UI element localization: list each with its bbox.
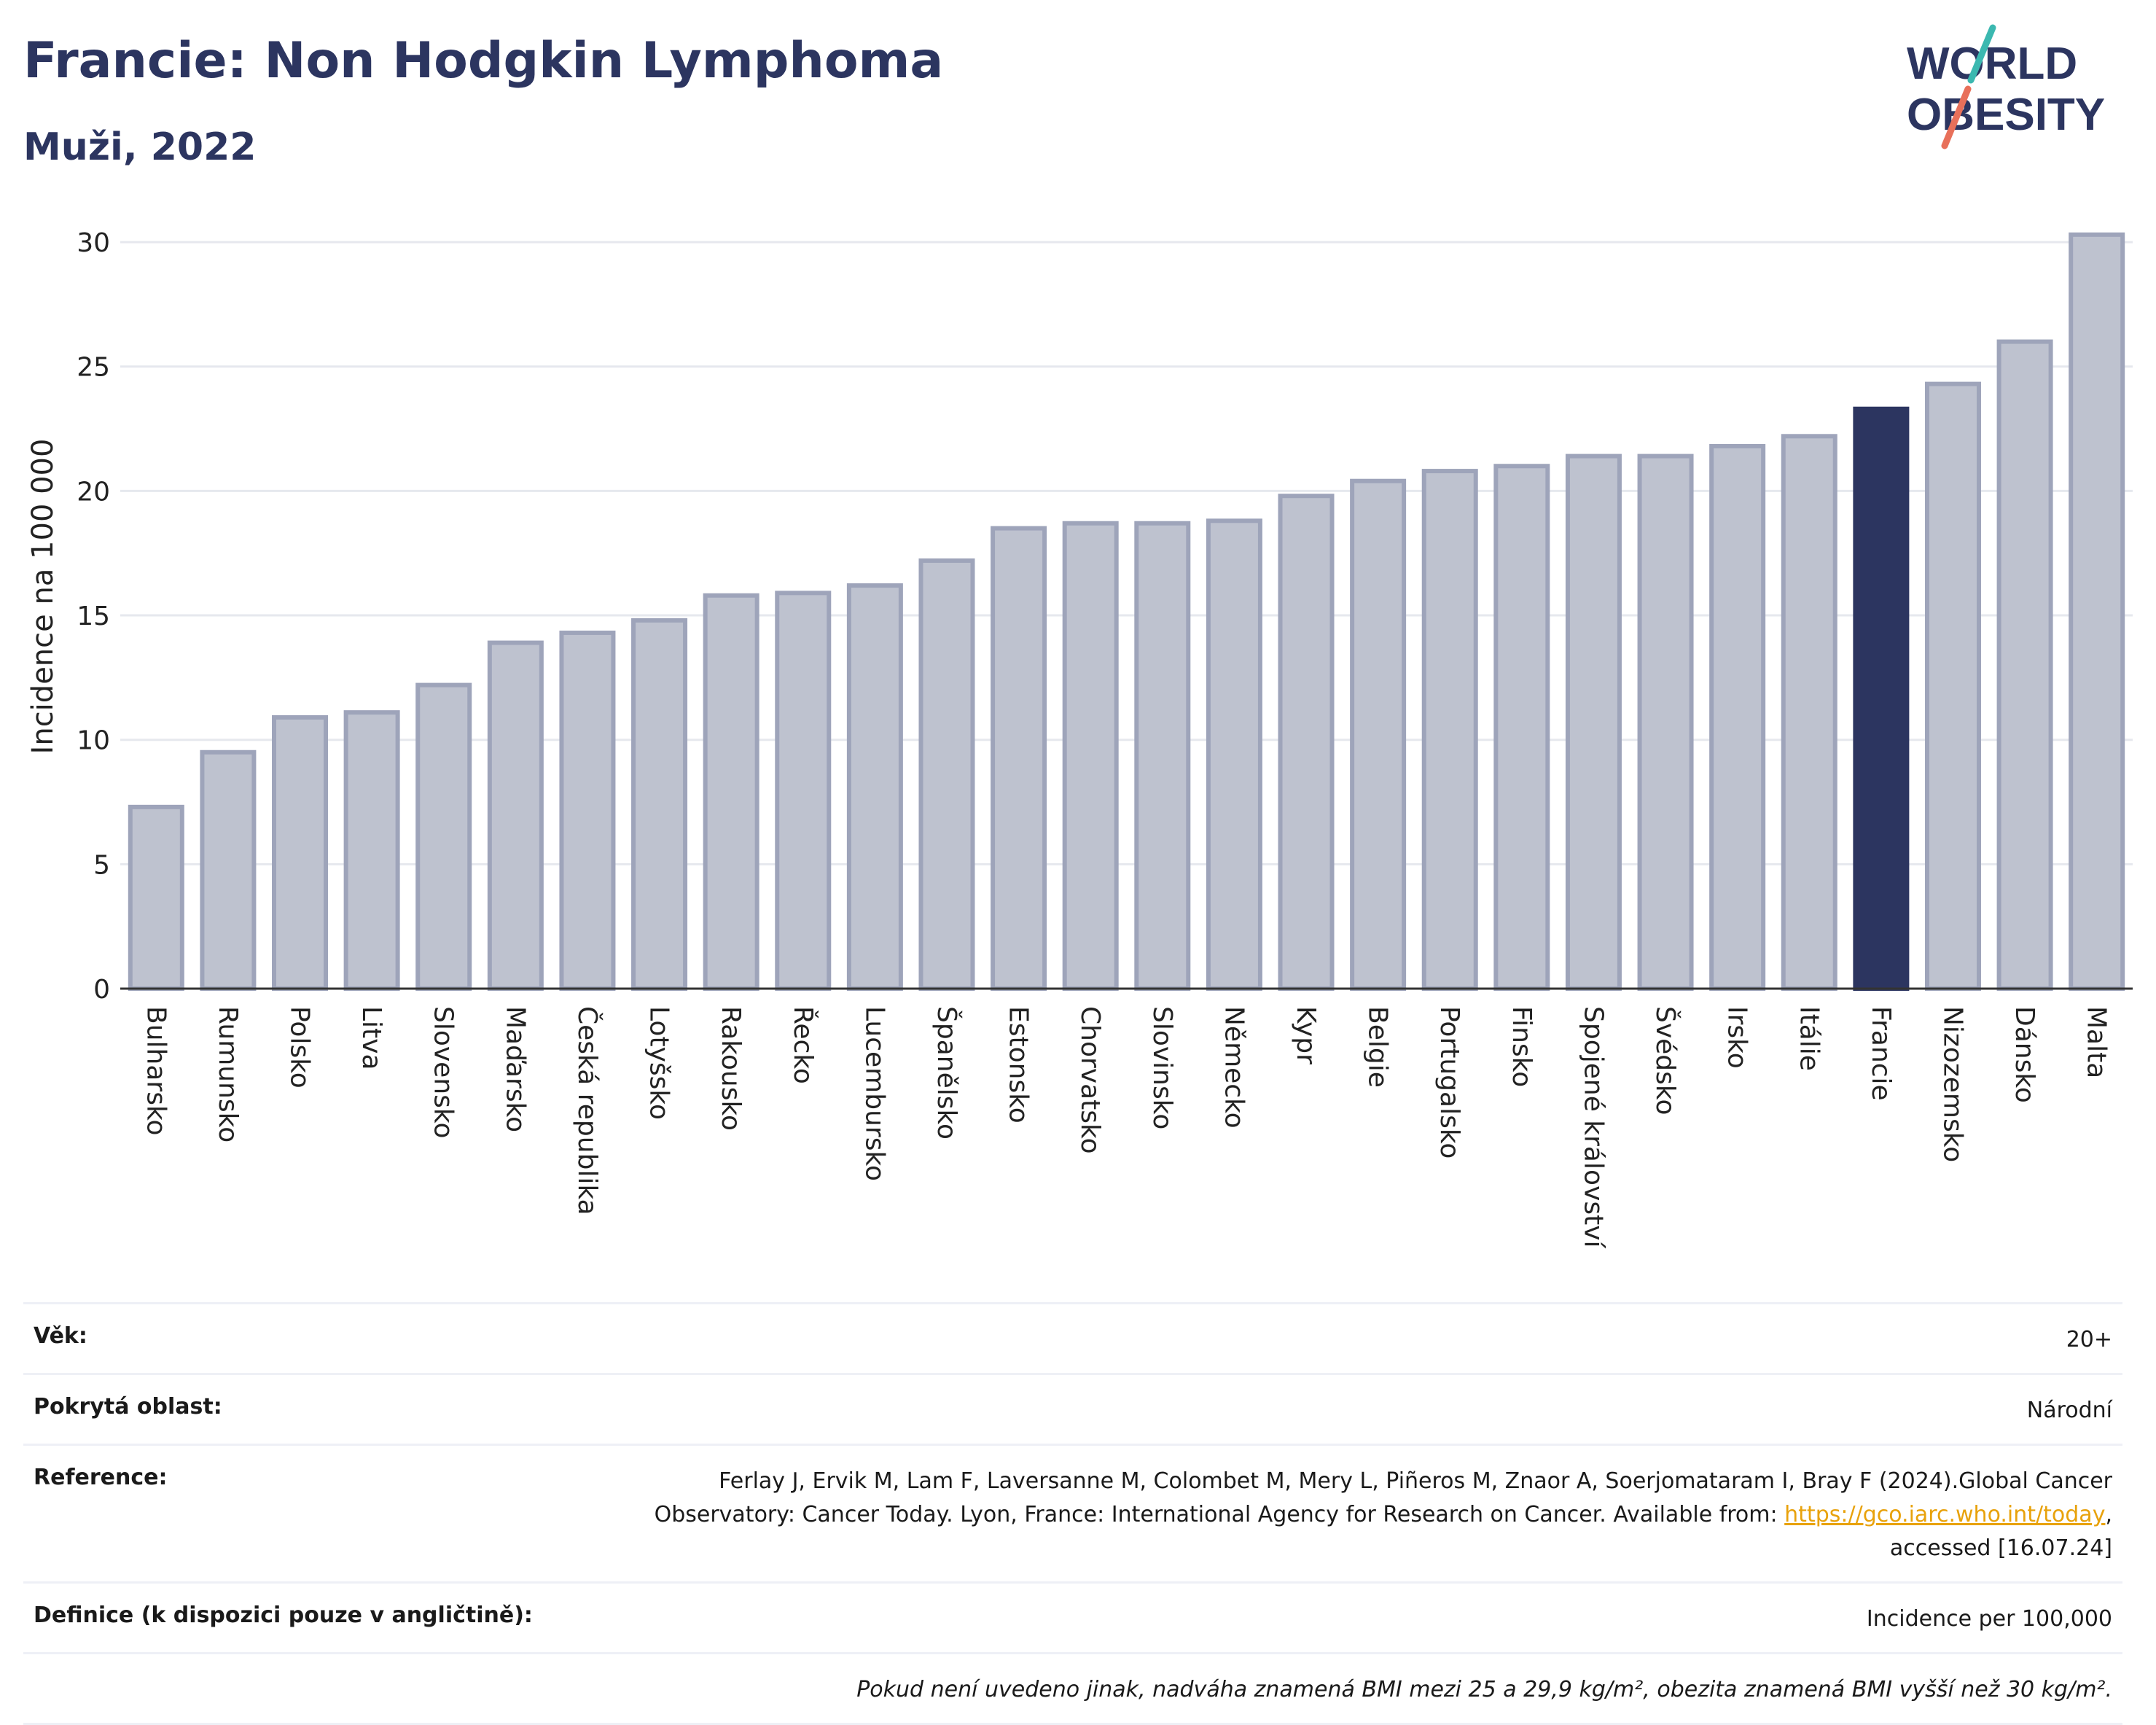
logo-line-2: OBESITY — [1907, 90, 2105, 140]
y-tick-label: 20 — [77, 477, 110, 507]
page-subtitle: Muži, 2022 — [23, 125, 257, 169]
bar — [2069, 232, 2125, 992]
info-row-reference: Reference: Ferlay J, Ervik M, Lam F, Lav… — [23, 1444, 2122, 1581]
info-table: Věk: 20+ Pokrytá oblast: Národní Referen… — [23, 1302, 2122, 1725]
info-label-area: Pokrytá oblast: — [34, 1394, 222, 1420]
bar — [846, 583, 903, 991]
x-tick-label: Irsko — [1722, 1006, 1752, 1069]
info-value-definition: Incidence per 100,000 — [1866, 1606, 2112, 1632]
logo-line-1: WORLD — [1907, 39, 2077, 89]
info-row-area: Pokrytá oblast: Národní — [23, 1373, 2122, 1444]
info-note: Pokud není uvedeno jinak, nadváha znamen… — [856, 1677, 2112, 1702]
bar — [918, 558, 975, 991]
x-tick-label: Malta — [2082, 1006, 2112, 1078]
x-tick-label: Spojené království — [1578, 1006, 1608, 1249]
bar — [487, 640, 544, 991]
bar — [1637, 453, 1694, 991]
bar — [1493, 464, 1550, 991]
bar-chart: 0 5 10 15 20 25 30 Incidence na 100 000 Bulhar… — [26, 228, 2133, 1249]
bar — [991, 526, 1047, 991]
x-tick-label: Slovensko — [429, 1006, 458, 1139]
logo-slash-bottom-icon — [1941, 85, 1972, 149]
x-tick-label: Kypr — [1291, 1006, 1321, 1064]
x-axis-labels: Bulharsko Rumunsko Polsko Litva Slovensko Maď… — [141, 1006, 2111, 1249]
x-tick-label: Dánsko — [2009, 1006, 2039, 1103]
x-tick-label: Nizozemsko — [1937, 1006, 1967, 1162]
x-tick-label: Maďarsko — [500, 1006, 530, 1132]
x-tick-label: Litva — [356, 1006, 386, 1070]
bar — [1206, 518, 1262, 991]
bar — [775, 591, 832, 991]
x-tick-label: Belgie — [1363, 1006, 1393, 1088]
x-tick-label: Česká republika — [572, 1006, 603, 1215]
bar — [1709, 443, 1766, 991]
page-title: Francie: Non Hodgkin Lymphoma — [23, 32, 944, 90]
bar — [1134, 521, 1191, 991]
bar — [1350, 478, 1407, 991]
x-tick-label: Lotyšsko — [644, 1006, 674, 1120]
info-row-age: Věk: 20+ — [23, 1302, 2122, 1373]
bar — [1565, 453, 1622, 991]
info-value-reference: Ferlay J, Ervik M, Lam F, Laversanne M, … — [596, 1465, 2112, 1565]
y-tick-label: 25 — [77, 353, 110, 383]
y-tick-label: 0 — [93, 975, 110, 1005]
y-tick-label: 10 — [77, 726, 110, 756]
x-tick-label: Estonsko — [1004, 1006, 1034, 1124]
x-tick-label: Chorvatsko — [1075, 1006, 1105, 1154]
info-label-definition: Definice (k dispozici pouze v angličtině… — [34, 1603, 533, 1628]
bar — [200, 749, 257, 992]
x-tick-label: Polsko — [285, 1006, 315, 1089]
info-row-definition: Definice (k dispozici pouze v angličtině… — [23, 1581, 2122, 1652]
bar — [631, 618, 688, 991]
x-tick-label: Rumunsko — [213, 1006, 243, 1142]
logo-slash-top-icon — [1967, 24, 1996, 84]
bar — [559, 630, 616, 991]
bar — [1853, 406, 1910, 991]
x-tick-label: Řecko — [788, 1006, 819, 1084]
x-tick-label: Lucembursko — [859, 1006, 889, 1181]
bar — [1996, 339, 2053, 991]
bar — [128, 804, 184, 992]
y-tick-label: 5 — [93, 850, 110, 880]
x-tick-label: Itálie — [1794, 1006, 1824, 1071]
reference-text: Ferlay J, Ervik M, Lam F, Laversanne M, … — [654, 1468, 2112, 1527]
y-axis-ticks: 0 5 10 15 20 25 30 — [77, 228, 110, 1005]
info-label-age: Věk: — [34, 1323, 87, 1349]
bar — [1062, 521, 1119, 991]
y-axis-label: Incidence na 100 000 — [26, 439, 60, 755]
y-tick-label: 15 — [77, 601, 110, 631]
y-tick-label: 30 — [77, 228, 110, 258]
bar — [1278, 494, 1335, 991]
info-value-area: Národní — [2026, 1398, 2112, 1423]
x-tick-label: Německo — [1219, 1006, 1249, 1129]
bar — [1781, 434, 1837, 991]
x-tick-label: Francie — [1866, 1006, 1896, 1101]
reference-accessed: , accessed [16.07.24] — [1889, 1502, 2112, 1561]
x-tick-label: Rakousko — [716, 1006, 746, 1131]
x-tick-label: Španělsko — [931, 1006, 962, 1140]
bar — [343, 710, 400, 992]
bars — [128, 232, 2125, 992]
x-tick-label: Slovinsko — [1147, 1006, 1177, 1129]
bar — [415, 682, 472, 991]
x-tick-label: Bulharsko — [141, 1006, 171, 1136]
x-tick-label: Švédsko — [1650, 1006, 1681, 1115]
world-obesity-logo: WORLD OBESITY — [1907, 24, 2105, 149]
info-label-reference: Reference: — [34, 1465, 168, 1490]
reference-link[interactable]: https://gco.iarc.who.int/today — [1784, 1502, 2106, 1527]
x-tick-label: Finsko — [1507, 1006, 1536, 1087]
bar — [1421, 469, 1478, 991]
info-row-note: Pokud není uvedeno jinak, nadváha znamen… — [23, 1652, 2122, 1725]
bar — [272, 714, 329, 992]
x-tick-label: Portugalsko — [1434, 1006, 1464, 1159]
bar — [703, 593, 759, 991]
info-value-age: 20+ — [2066, 1327, 2112, 1352]
bar — [1924, 381, 1981, 991]
